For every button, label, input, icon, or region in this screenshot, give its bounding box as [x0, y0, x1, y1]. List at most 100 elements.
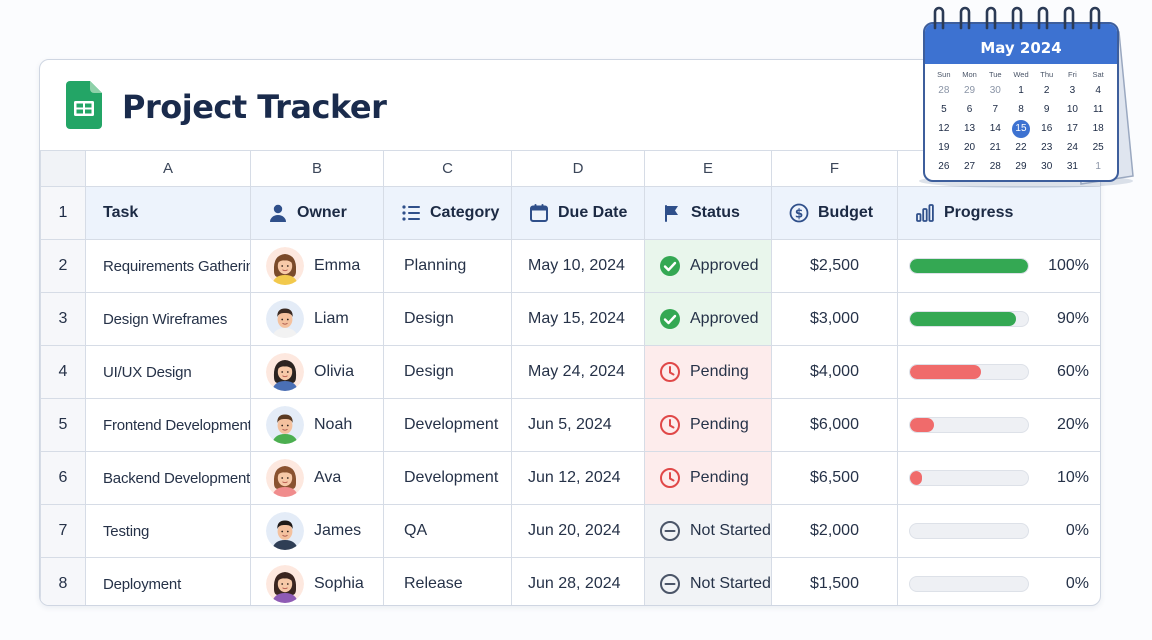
calendar-day[interactable]: 3	[1060, 82, 1086, 100]
status-cell[interactable]: Not Started	[644, 557, 772, 605]
owner-cell[interactable]: Ava	[250, 451, 384, 505]
category-header-cell[interactable]: Category	[383, 186, 512, 240]
category-cell[interactable]: Development	[383, 451, 512, 505]
calendar-day[interactable]: 16	[1034, 120, 1060, 138]
calendar-day[interactable]: 4	[1085, 82, 1111, 100]
row-number[interactable]: 7	[40, 504, 86, 558]
calendar-day[interactable]: 1	[1085, 158, 1111, 176]
calendar-day[interactable]: 8	[1008, 101, 1034, 119]
budget-cell[interactable]: $4,000	[771, 345, 898, 399]
row-number[interactable]: 3	[40, 292, 86, 346]
calendar-day[interactable]: 5	[931, 101, 957, 119]
status-cell[interactable]: Not Started	[644, 504, 772, 558]
due-date-cell[interactable]: May 15, 2024	[511, 292, 645, 346]
row-number[interactable]: 6	[40, 451, 86, 505]
due-date-cell[interactable]: May 10, 2024	[511, 239, 645, 293]
owner-header-cell[interactable]: Owner	[250, 186, 384, 240]
budget-header-cell[interactable]: $ Budget	[771, 186, 898, 240]
budget-cell[interactable]: $3,000	[771, 292, 898, 346]
select-all-corner[interactable]	[40, 150, 86, 187]
owner-cell[interactable]: Emma	[250, 239, 384, 293]
task-cell[interactable]: UI/UX Design	[85, 345, 251, 399]
row-number[interactable]: 2	[40, 239, 86, 293]
calendar-day[interactable]: 31	[1060, 158, 1086, 176]
status-cell[interactable]: Approved	[644, 239, 772, 293]
status-cell[interactable]: Pending	[644, 345, 772, 399]
status-cell[interactable]: Approved	[644, 292, 772, 346]
due-date-cell[interactable]: Jun 5, 2024	[511, 398, 645, 452]
budget-cell[interactable]: $6,000	[771, 398, 898, 452]
task-cell[interactable]: Deployment	[85, 557, 251, 605]
category-cell[interactable]: Design	[383, 292, 512, 346]
calendar-day[interactable]: 20	[957, 139, 983, 157]
owner-cell[interactable]: James	[250, 504, 384, 558]
calendar-day[interactable]: 30	[982, 82, 1008, 100]
progress-cell[interactable]: 0%	[897, 504, 1100, 558]
due-date-cell[interactable]: Jun 12, 2024	[511, 451, 645, 505]
calendar-day[interactable]: 2	[1034, 82, 1060, 100]
calendar-day[interactable]: 28	[982, 158, 1008, 176]
task-header-cell[interactable]: Task	[85, 186, 251, 240]
owner-cell[interactable]: Noah	[250, 398, 384, 452]
status-cell[interactable]: Pending	[644, 451, 772, 505]
calendar-day[interactable]: 6	[957, 101, 983, 119]
calendar-day[interactable]: 30	[1034, 158, 1060, 176]
calendar-day[interactable]: 9	[1034, 101, 1060, 119]
category-cell[interactable]: Design	[383, 345, 512, 399]
column-header-d[interactable]: D	[511, 150, 645, 187]
row-number[interactable]: 4	[40, 345, 86, 399]
calendar-day[interactable]: 29	[1008, 158, 1034, 176]
calendar-day[interactable]: 18	[1085, 120, 1111, 138]
budget-cell[interactable]: $1,500	[771, 557, 898, 605]
calendar-day[interactable]: 22	[1008, 139, 1034, 157]
task-cell[interactable]: Frontend Development	[85, 398, 251, 452]
task-cell[interactable]: Testing	[85, 504, 251, 558]
progress-cell[interactable]: 90%	[897, 292, 1100, 346]
column-header-a[interactable]: A	[85, 150, 251, 187]
calendar-day[interactable]: 23	[1034, 139, 1060, 157]
status-header-cell[interactable]: Status	[644, 186, 772, 240]
calendar-day[interactable]: 13	[957, 120, 983, 138]
calendar-day[interactable]: 14	[982, 120, 1008, 138]
calendar-day[interactable]: 21	[982, 139, 1008, 157]
progress-header-cell[interactable]: Progress	[897, 186, 1100, 240]
calendar-day[interactable]: 19	[931, 139, 957, 157]
calendar-day[interactable]: 15	[1008, 120, 1034, 138]
due-date-cell[interactable]: Jun 28, 2024	[511, 557, 645, 605]
row-number[interactable]: 8	[40, 557, 86, 605]
progress-cell[interactable]: 0%	[897, 557, 1100, 605]
task-cell[interactable]: Requirements Gathering	[85, 239, 251, 293]
column-header-c[interactable]: C	[383, 150, 512, 187]
owner-cell[interactable]: Olivia	[250, 345, 384, 399]
calendar-day[interactable]: 28	[931, 82, 957, 100]
budget-cell[interactable]: $2,500	[771, 239, 898, 293]
calendar-day[interactable]: 27	[957, 158, 983, 176]
budget-cell[interactable]: $6,500	[771, 451, 898, 505]
owner-cell[interactable]: Sophia	[250, 557, 384, 605]
progress-cell[interactable]: 60%	[897, 345, 1100, 399]
category-cell[interactable]: QA	[383, 504, 512, 558]
row-number[interactable]: 1	[40, 186, 86, 240]
due-date-cell[interactable]: May 24, 2024	[511, 345, 645, 399]
category-cell[interactable]: Development	[383, 398, 512, 452]
calendar-day[interactable]: 26	[931, 158, 957, 176]
calendar-day[interactable]: 7	[982, 101, 1008, 119]
owner-cell[interactable]: Liam	[250, 292, 384, 346]
budget-cell[interactable]: $2,000	[771, 504, 898, 558]
task-cell[interactable]: Design Wireframes	[85, 292, 251, 346]
progress-cell[interactable]: 100%	[897, 239, 1100, 293]
task-cell[interactable]: Backend Development	[85, 451, 251, 505]
calendar-day[interactable]: 12	[931, 120, 957, 138]
calendar-day[interactable]: 24	[1060, 139, 1086, 157]
status-cell[interactable]: Pending	[644, 398, 772, 452]
due-date-cell[interactable]: Jun 20, 2024	[511, 504, 645, 558]
calendar-day[interactable]: 10	[1060, 101, 1086, 119]
row-number[interactable]: 5	[40, 398, 86, 452]
column-header-b[interactable]: B	[250, 150, 384, 187]
category-cell[interactable]: Planning	[383, 239, 512, 293]
calendar-day[interactable]: 1	[1008, 82, 1034, 100]
progress-cell[interactable]: 20%	[897, 398, 1100, 452]
calendar-day[interactable]: 29	[957, 82, 983, 100]
calendar-day[interactable]: 25	[1085, 139, 1111, 157]
due-date-header-cell[interactable]: Due Date	[511, 186, 645, 240]
